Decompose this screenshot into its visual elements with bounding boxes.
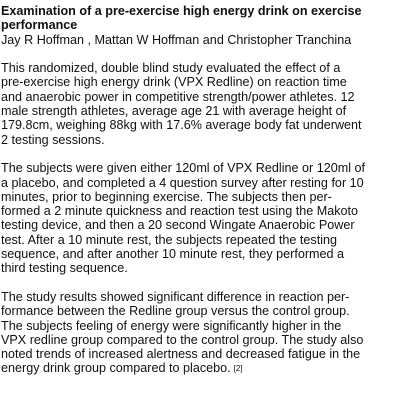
paragraph: This randomized, double blind study eval… — [1, 61, 405, 147]
text-line: minutes, prior to beginning exercise. Th… — [1, 189, 332, 204]
text-line: The study results showed significant dif… — [1, 289, 350, 304]
text-line: a placebo, and completed a 4 question su… — [1, 175, 364, 190]
text-line: male strength athletes, average age 21 w… — [1, 104, 347, 119]
text-line: The subjects were given either 120ml of … — [1, 161, 366, 176]
text-line: test. After a 10 minute rest, the subjec… — [1, 232, 338, 247]
text-line: pre-exercise high energy drink (VPX Redl… — [1, 75, 347, 90]
text-line: and anaerobic power in competitive stren… — [1, 89, 355, 104]
authors: Jay R Hoffman , Mattan W Hoffman and Chr… — [1, 32, 352, 47]
text-line: third testing sequence. — [1, 261, 128, 276]
citation: [2] — [233, 364, 243, 374]
text-line: formed a 2 minute quickness and reaction… — [1, 204, 359, 219]
text-line: 2 testing sessions. — [1, 132, 105, 147]
text-line-wrap: energy drink group compared to placebo.[… — [1, 361, 405, 376]
body: This randomized, double blind study eval… — [1, 61, 405, 377]
text-line: noted trends of increased alertness and … — [1, 347, 361, 362]
text-line: formance between the Redline group versu… — [1, 304, 350, 319]
text-line: This randomized, double blind study eval… — [1, 61, 341, 76]
title-line: Examination of a pre-exercise high energ… — [1, 4, 362, 18]
text-line: energy drink group compared to placebo. — [1, 361, 231, 376]
text-line: The subjects feeling of energy were sign… — [1, 318, 342, 333]
title-line: performance — [1, 18, 78, 33]
text-line: testing device, and then a 20 second Win… — [1, 218, 355, 233]
paragraph: The study results showed significant dif… — [1, 290, 405, 377]
title: Examination of a pre-exercise high energ… — [1, 4, 405, 33]
text-line: 179.8cm, weighing 88kg with 17.6% averag… — [1, 118, 362, 133]
paragraph: The subjects were given either 120ml of … — [1, 161, 405, 275]
text-line: sequence, and after another 10 minute re… — [1, 247, 345, 262]
text-line: VPX redline group compared to the contro… — [1, 332, 364, 347]
